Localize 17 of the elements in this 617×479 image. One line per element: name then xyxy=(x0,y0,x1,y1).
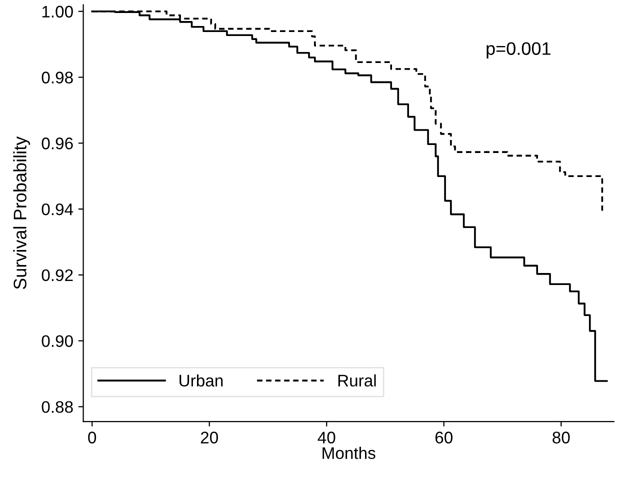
x-tick-label: 80 xyxy=(552,432,570,444)
y-axis-title: Survival Probability xyxy=(13,136,30,290)
x-tick-label: 60 xyxy=(435,432,452,444)
legend-label: Urban xyxy=(180,374,223,387)
annotation: p=0.001 xyxy=(486,42,550,59)
y-tick-label: 0.96 xyxy=(42,138,73,150)
y-tick-label: 1.00 xyxy=(42,6,73,18)
y-tick-label: 0.94 xyxy=(42,203,74,216)
y-tick-label: 0.98 xyxy=(42,72,73,84)
y-tick-label: 0.90 xyxy=(42,335,73,348)
x-tick-label: 40 xyxy=(318,432,336,444)
x-tick-label: 20 xyxy=(200,432,218,444)
y-tick-label: 0.92 xyxy=(42,269,73,282)
x-tick-label: 0 xyxy=(88,432,96,444)
legend-label: Rural xyxy=(338,374,376,387)
x-axis-title: Months xyxy=(322,446,376,460)
y-tick-label: 0.88 xyxy=(42,401,73,413)
